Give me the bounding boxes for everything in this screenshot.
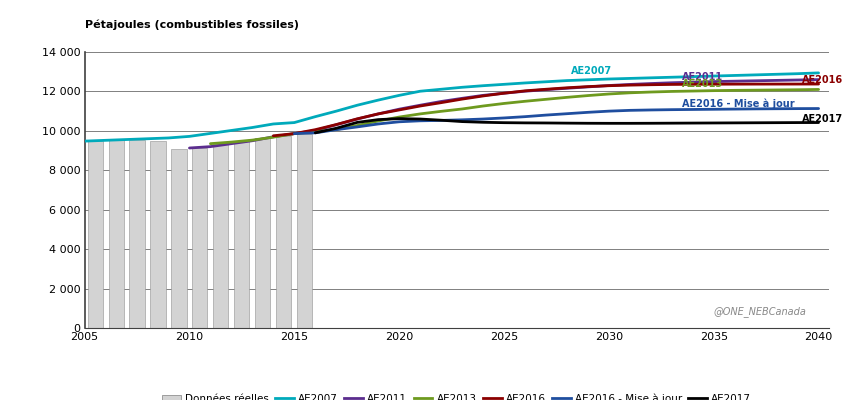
Bar xyxy=(108,140,124,328)
Bar xyxy=(277,136,291,328)
Text: AE2016: AE2016 xyxy=(802,75,843,85)
Legend: Données réelles, AE2007, AE2011, AE2013, AE2016, AE2016 - Mise à jour, AE2017: Données réelles, AE2007, AE2011, AE2013,… xyxy=(162,394,751,400)
Bar xyxy=(192,148,207,328)
Bar xyxy=(213,144,228,328)
Bar xyxy=(87,141,102,328)
Bar xyxy=(234,141,250,328)
Bar xyxy=(129,140,145,328)
Text: AE2017: AE2017 xyxy=(802,114,843,124)
Bar xyxy=(151,141,166,328)
Bar xyxy=(255,138,271,328)
Text: AE2013: AE2013 xyxy=(682,79,723,89)
Text: Pétajoules (combustibles fossiles): Pétajoules (combustibles fossiles) xyxy=(85,20,299,30)
Bar xyxy=(297,134,312,328)
Text: AE2016 - Mise à jour: AE2016 - Mise à jour xyxy=(682,98,795,109)
Text: AE2011: AE2011 xyxy=(682,72,723,82)
Text: @ONE_NEBCanada: @ONE_NEBCanada xyxy=(714,306,807,317)
Bar xyxy=(172,148,186,328)
Text: AE2007: AE2007 xyxy=(571,66,613,76)
